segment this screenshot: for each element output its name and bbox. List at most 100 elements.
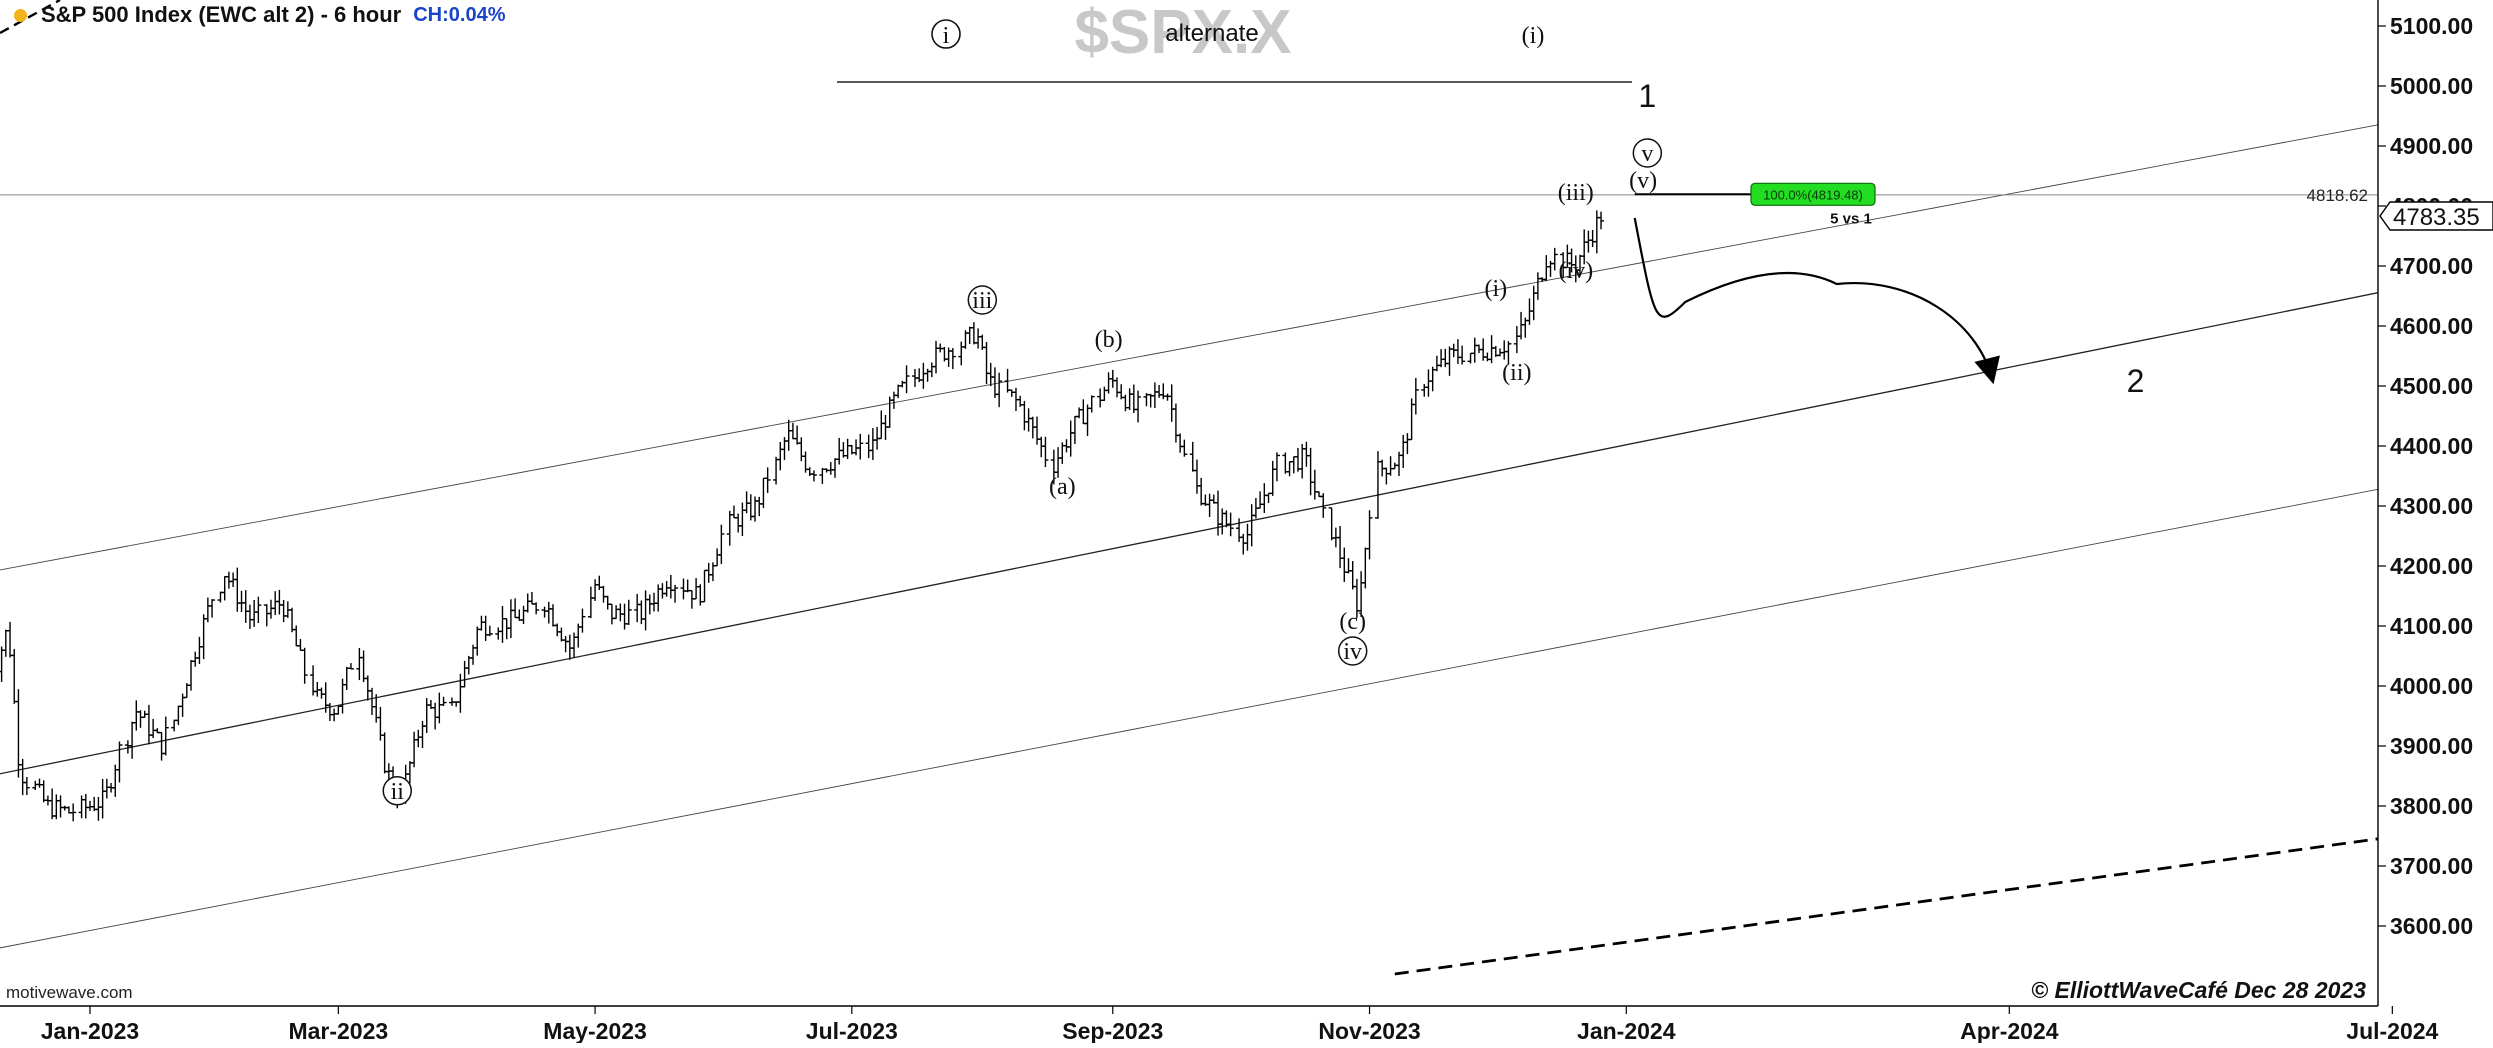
price-bar (1590, 230, 1596, 247)
price-bar (222, 576, 228, 600)
plot-area: 100.0%(4819.48)5 vs 1iiiii(a)(b)(c)iv(i)… (0, 0, 2493, 974)
price-bar (600, 586, 606, 603)
price-bar (1240, 534, 1246, 555)
price-bar (11, 649, 17, 704)
price-bar (1425, 369, 1431, 396)
price-bar (1501, 340, 1507, 359)
target-note: 5 vs 1 (1830, 210, 1872, 227)
target-label: 100.0%(4819.48) (1763, 187, 1863, 202)
price-bar (264, 604, 270, 626)
price-bar (356, 648, 362, 680)
time-axis-label: Nov-2023 (1318, 1018, 1420, 1043)
price-bar (765, 467, 771, 493)
level-label: 4818.62 (2307, 186, 2368, 205)
wave-label: (ii) (1502, 360, 1531, 386)
price-bar (1261, 483, 1267, 513)
price-axis-label: 5000.00 (2390, 73, 2473, 99)
price-bar (1266, 493, 1272, 503)
price-bar (609, 604, 615, 624)
price-bar (1173, 404, 1179, 443)
time-axis-label: Mar-2023 (288, 1018, 388, 1043)
price-bar (369, 688, 375, 715)
price-bar (878, 410, 884, 438)
price-axis-label: 3800.00 (2390, 793, 2473, 819)
price-bar (550, 604, 556, 626)
price-bar (1303, 442, 1309, 467)
price-bar (786, 420, 792, 451)
price-axis-label: 4900.00 (2390, 133, 2473, 159)
price-bar (36, 779, 42, 788)
price-bar (790, 423, 796, 439)
price-bar (239, 591, 245, 612)
time-axis-label: May-2023 (543, 1018, 647, 1043)
price-bar (1257, 491, 1263, 508)
price-bar (1287, 462, 1293, 477)
price-bar (1552, 248, 1558, 271)
time-axis-label: Jan-2023 (41, 1018, 139, 1043)
price-bar (1543, 255, 1549, 281)
price-bar (201, 614, 207, 659)
price-bar (171, 720, 177, 732)
price-bar (971, 322, 977, 344)
price-bar (672, 585, 678, 603)
price-bar (546, 602, 552, 624)
price-bar (1114, 377, 1120, 397)
price-bar (1295, 448, 1301, 472)
price-bar (828, 462, 834, 475)
wave-label: 2 (2127, 363, 2145, 399)
price-bar (361, 651, 367, 683)
watermark-subtitle: alternate (1165, 20, 1258, 47)
price-bar (441, 697, 447, 706)
price-bar (984, 342, 990, 384)
price-bar (508, 599, 514, 638)
price-bar (87, 801, 93, 811)
price-bar (234, 568, 240, 612)
price-bar (209, 599, 215, 618)
price-bar (1312, 470, 1318, 500)
price-bar (819, 468, 825, 484)
price-bar (605, 596, 611, 610)
price-bar (192, 652, 198, 667)
price-bar (760, 478, 766, 508)
wave-label: ii (391, 779, 405, 805)
price-axis-label: 4200.00 (2390, 553, 2473, 579)
price-bar (32, 781, 38, 790)
wave-label: iii (972, 288, 992, 314)
price-bar (592, 579, 598, 601)
price-bar (1383, 468, 1389, 485)
price-bar (1080, 399, 1086, 423)
price-bar (798, 437, 804, 461)
price-bar (255, 597, 261, 623)
price-bar (1337, 526, 1343, 568)
price-bar (1350, 561, 1356, 589)
price-axis-label: 3900.00 (2390, 733, 2473, 759)
price-bar (1110, 370, 1116, 388)
price-bar (348, 663, 354, 669)
price-bar (512, 598, 518, 617)
price-bar (251, 600, 257, 627)
price-bar (1598, 212, 1604, 230)
price-bar (870, 428, 876, 460)
price-bar (335, 706, 341, 715)
wave-label: (iv) (1558, 258, 1593, 284)
price-bar (95, 797, 101, 821)
price-bar (1308, 448, 1314, 495)
price-bar (7, 622, 13, 658)
price-bar (150, 719, 156, 738)
price-bar (1388, 456, 1394, 475)
price-bar (887, 397, 893, 428)
price-bar (702, 570, 708, 602)
price-bar (1156, 385, 1162, 398)
price-bar (432, 703, 438, 730)
price-bar (925, 369, 931, 382)
price-axis-label: 4700.00 (2390, 253, 2473, 279)
price-bar (714, 548, 720, 566)
price-bar (891, 392, 897, 409)
time-axis-label: Sep-2023 (1062, 1018, 1163, 1043)
price-bar (680, 578, 686, 599)
price-bar (693, 578, 699, 599)
price-bar (1042, 437, 1048, 467)
